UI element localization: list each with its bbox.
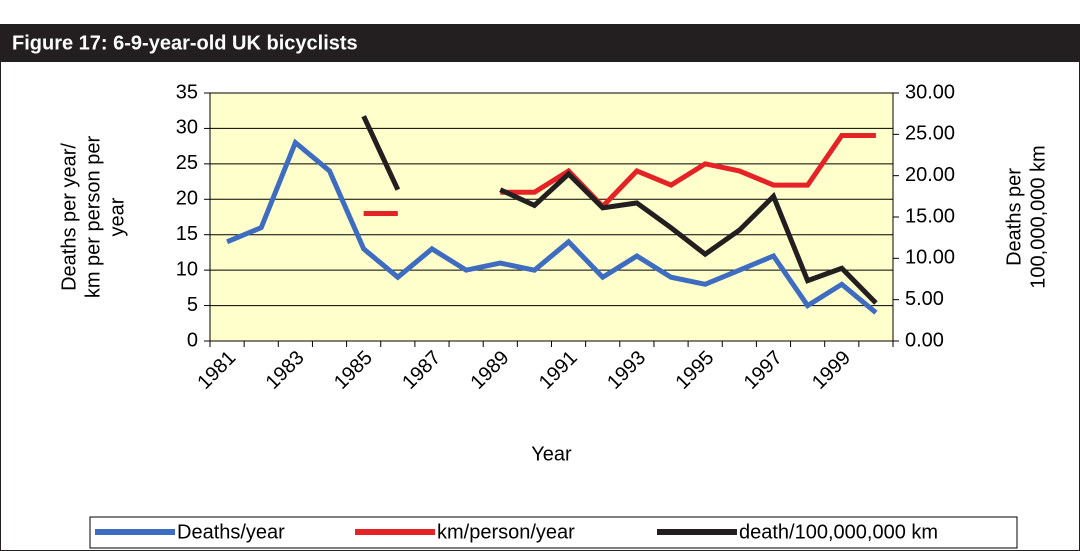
series-line [226, 138, 878, 315]
y-tick-label: 10 [176, 258, 198, 280]
y-tick-label: 0 [187, 329, 198, 351]
y2-tick-label: 20.00 [905, 164, 955, 186]
y-tick-label: 25 [176, 152, 198, 174]
legend-label: Deaths/year [177, 521, 285, 543]
y2-tick-label: 15.00 [905, 205, 955, 227]
y2-tick-label: 25.00 [905, 123, 955, 145]
y2-tick-label: 10.00 [905, 247, 955, 269]
y2-tick-label: 5.00 [905, 288, 944, 310]
series-line [363, 133, 876, 216]
y2-axis-title: 100,000,000 km [1027, 145, 1049, 288]
y-tick-label: 15 [176, 223, 198, 245]
y-axis-title: year [106, 197, 128, 236]
y-tick-label: 5 [187, 294, 198, 316]
series-line [361, 115, 878, 305]
y-axis-title: km per person per [82, 136, 104, 299]
y2-tick-label: 0.00 [905, 329, 944, 351]
y-tick-label: 20 [176, 188, 198, 210]
plot-area [209, 92, 894, 342]
y-tick-label: 30 [176, 117, 198, 139]
y-tick-label: 35 [176, 81, 198, 103]
y2-axis-title: Deaths per [1003, 168, 1025, 266]
legend-label: km/person/year [437, 521, 575, 543]
y-axis-title: Deaths per year/ [58, 143, 80, 291]
legend [89, 516, 1018, 549]
header [0, 25, 1080, 62]
chart-title: Figure 17: 6-9-year-old UK bicyclists [12, 32, 358, 54]
legend-label: death/100,000,000 km [739, 521, 938, 543]
y2-tick-label: 30.00 [905, 81, 955, 103]
x-axis-title: Year [531, 443, 572, 465]
